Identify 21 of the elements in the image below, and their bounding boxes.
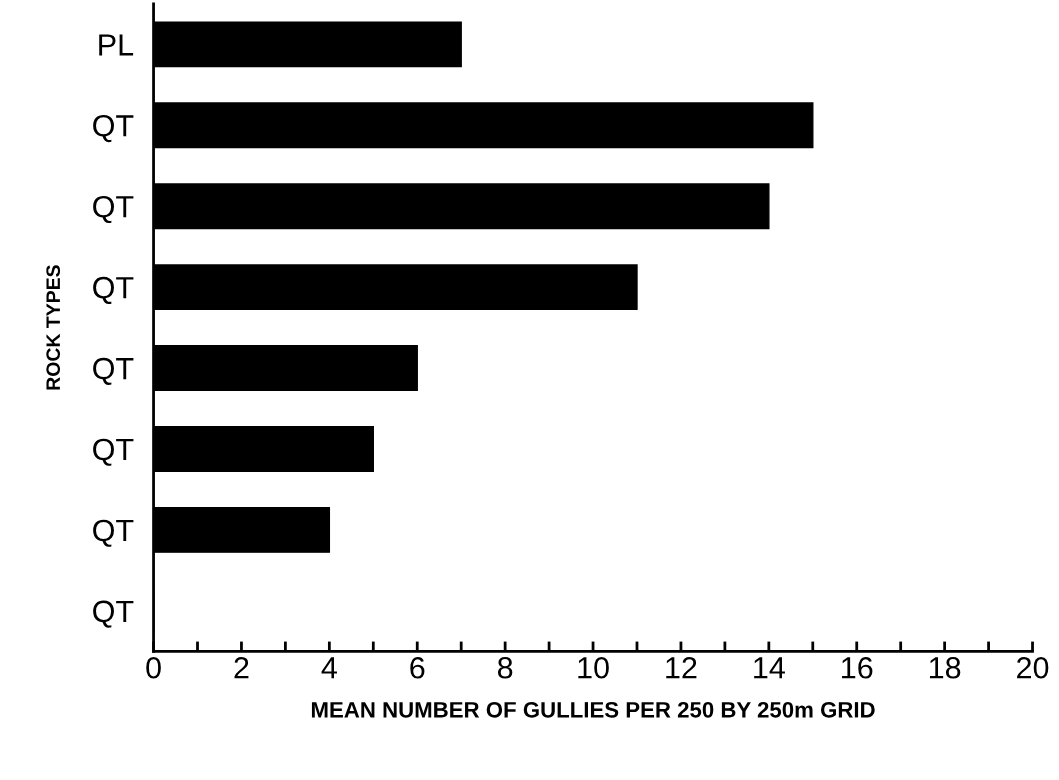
x-tick-label: 0 [146, 656, 161, 679]
y-tick-label: QT [93, 438, 134, 466]
x-tick-label: 20 [1017, 656, 1049, 679]
y-tick-label: QT [93, 276, 134, 304]
x-tick-label: 10 [578, 656, 609, 679]
x-tick-label: 8 [497, 656, 513, 679]
y-tick-label: QT [93, 195, 134, 224]
x-tick-label: 12 [666, 656, 697, 679]
y-tick-label: PL [99, 34, 134, 56]
x-tick-label: 16 [842, 656, 873, 679]
y-tick-label: QT [93, 519, 134, 547]
y-tick-label: QT [93, 115, 134, 143]
y-tick-label: QT [93, 600, 134, 628]
x-tick-label: 14 [754, 657, 785, 679]
x-tick-label: 4 [321, 657, 337, 679]
x-tick-label: 18 [929, 656, 961, 679]
x-tick-label: 2 [234, 656, 249, 679]
y-axis-title: ROCK TYPES [46, 265, 61, 390]
x-tick-label: 6 [410, 656, 425, 679]
y-tick-label: QT [93, 357, 134, 385]
x-axis-title: MEAN NUMBER OF GULLIES PER 250 BY 250m GRID [311, 701, 875, 718]
